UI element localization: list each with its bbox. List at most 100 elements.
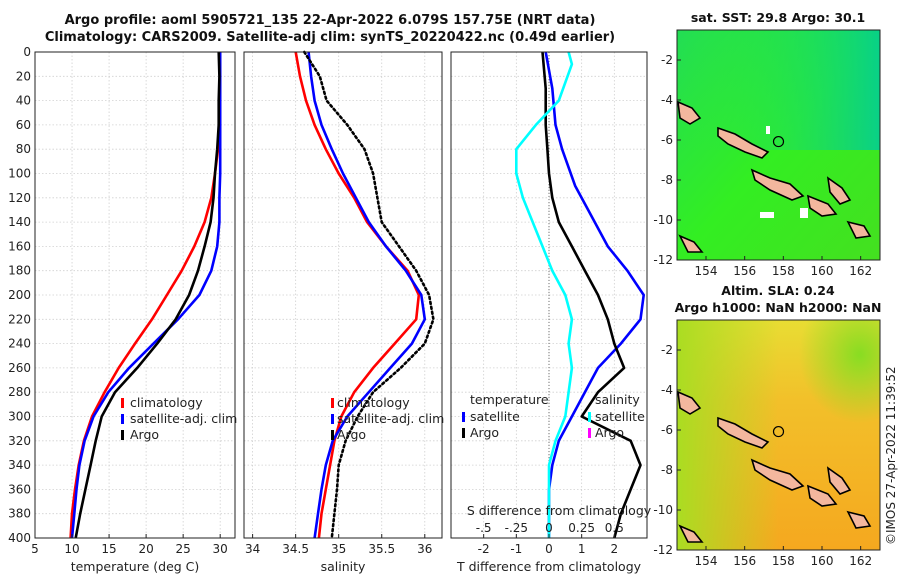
map-x-tick-label: 160 <box>811 554 834 568</box>
y-tick-label: 180 <box>8 264 31 278</box>
map-x-tick-label: 162 <box>849 264 872 278</box>
island-polygon <box>717 126 770 159</box>
sst-map: sat. SST: 29.8 Argo: 30.1 154 156 158 160 16… <box>653 10 881 278</box>
sla-map-title-1: Altim. SLA: 0.24 <box>721 283 835 298</box>
x-tick-label: 5 <box>31 542 39 556</box>
x-tick-label: -2 <box>478 542 490 556</box>
sst-map-title: sat. SST: 29.8 Argo: 30.1 <box>691 10 865 25</box>
map-x-tick-label: 162 <box>849 554 872 568</box>
legend-swatch-climatology <box>121 398 124 408</box>
difference-panel: -2 -1 0 1 2 T difference from climatology S di… <box>450 51 652 574</box>
sst-missing-pixels <box>800 208 808 218</box>
y-tick-label: 280 <box>8 385 31 399</box>
map-x-tick-label: 158 <box>772 554 795 568</box>
argo-location-marker <box>772 135 785 148</box>
salinity-panel: 34 34.5 35 35.5 36 salinity <box>243 50 443 574</box>
map-y-tick-label: -8 <box>661 463 673 477</box>
island-polygon <box>677 390 702 415</box>
legend-label-satellite: satellite-adj. clim <box>130 411 237 426</box>
y-tick-label: 340 <box>8 458 31 472</box>
y-tick-label: 160 <box>8 239 31 253</box>
y-tick-label: 360 <box>8 482 31 496</box>
figure-title: Argo profile: aoml 5905721_135 22-Apr-20… <box>0 12 660 46</box>
y-tick-label: 60 <box>16 118 31 132</box>
y-tick-label: 80 <box>16 142 31 156</box>
s-tick-label: -.5 <box>476 521 492 535</box>
map-y-tick-label: -2 <box>661 343 673 357</box>
y-tick-label: 300 <box>8 410 31 424</box>
island-polygon <box>826 176 852 205</box>
x-axis-label: temperature (deg C) <box>71 559 200 574</box>
temperature-panel: 5 10 15 20 25 3002040608010012014016018020022… <box>8 45 236 574</box>
series-line-climatology <box>294 51 421 539</box>
y-tick-label: 20 <box>16 69 31 83</box>
s-tick-label: -.25 <box>505 521 528 535</box>
title-line-1: Argo profile: aoml 5905721_135 22-Apr-20… <box>64 13 596 28</box>
legend-label-satellite: satellite-adj. clim <box>337 411 444 426</box>
y-tick-label: 120 <box>8 191 31 205</box>
series-line-argo <box>74 51 221 539</box>
x-tick-label: 30 <box>213 542 228 556</box>
island-polygon <box>678 234 704 253</box>
sla-map: Altim. SLA: 0.24 Argo h1000: NaN h2000: … <box>653 283 881 568</box>
salinity-legend: climatology satellite-adj. clim Argo <box>331 395 444 442</box>
legend-label-t-argo: Argo <box>470 425 499 440</box>
sla-map-title-2: Argo h1000: NaN h2000: NaN <box>675 300 882 315</box>
map-y-tick-label: -6 <box>661 133 673 147</box>
legend-swatch-satellite <box>331 414 334 424</box>
island-polygon <box>677 100 702 125</box>
y-tick-label: 380 <box>8 507 31 521</box>
map-x-tick-label: 156 <box>733 554 756 568</box>
map-y-tick-label: -12 <box>653 253 673 267</box>
island-polygon <box>750 458 805 491</box>
island-polygon <box>846 510 872 529</box>
island-polygon <box>846 220 872 239</box>
x-tick-label: 0 <box>545 542 553 556</box>
difference-legend: temperature satellite Argo salinity sate… <box>462 392 645 440</box>
x-tick-label: 15 <box>101 542 116 556</box>
y-tick-label: 260 <box>8 361 31 375</box>
panel-frame <box>34 51 236 539</box>
map-x-tick-label: 156 <box>733 264 756 278</box>
y-tick-label: 320 <box>8 434 31 448</box>
x-tick-label: 1 <box>578 542 586 556</box>
timestamp: ©IMOS 27-Apr-2022 11:39:52 <box>884 366 898 545</box>
legend-label-argo: Argo <box>337 427 366 442</box>
legend-swatch-s-argo <box>588 428 591 438</box>
map-x-tick-label: 158 <box>772 264 795 278</box>
legend-swatch-argo <box>121 430 124 440</box>
x-tick-label: 20 <box>138 542 153 556</box>
s-axis-label: S difference from climatology <box>467 503 652 518</box>
sla-map-axes: 154 156 158 160 162 -2 -4 -6 -8 -10 -12 <box>653 343 872 568</box>
legend-swatch-t-argo <box>462 428 465 438</box>
x-tick-label: 10 <box>64 542 79 556</box>
legend-label-climatology: climatology <box>130 395 203 410</box>
sst-map-frame <box>676 29 881 261</box>
s-tick-label: 0.5 <box>605 521 624 535</box>
series-line-t-satellite <box>544 51 645 538</box>
map-y-tick-label: -2 <box>661 53 673 67</box>
map-x-tick-label: 154 <box>695 264 718 278</box>
y-tick-label: 400 <box>8 531 31 545</box>
legend-title-temperature: temperature <box>470 392 549 407</box>
series-line-satellite-adj-clim <box>70 52 222 539</box>
series-line-argo <box>303 50 435 540</box>
sst-land <box>677 100 872 253</box>
x-axis-label: salinity <box>321 559 366 574</box>
title-line-2: Climatology: CARS2009. Satellite-adj cli… <box>44 30 616 45</box>
legend-label-t-satellite: satellite <box>470 409 520 424</box>
s-tick-label: 0.25 <box>568 521 595 535</box>
legend-label-s-satellite: satellite <box>595 409 645 424</box>
legend-swatch-climatology <box>331 398 334 408</box>
x-tick-label: 35 <box>331 542 346 556</box>
x-axis-label: T difference from climatology <box>456 559 642 574</box>
legend-label-s-argo: Argo <box>595 425 624 440</box>
x-tick-label: 2 <box>611 542 619 556</box>
map-y-tick-label: -6 <box>661 423 673 437</box>
s-tick-label: 0 <box>545 521 553 535</box>
legend-swatch-argo <box>331 430 334 440</box>
x-tick-label: -1 <box>510 542 522 556</box>
sst-missing-pixels <box>760 212 774 218</box>
sla-field-northeast <box>677 320 880 550</box>
x-tick-label: 25 <box>176 542 191 556</box>
